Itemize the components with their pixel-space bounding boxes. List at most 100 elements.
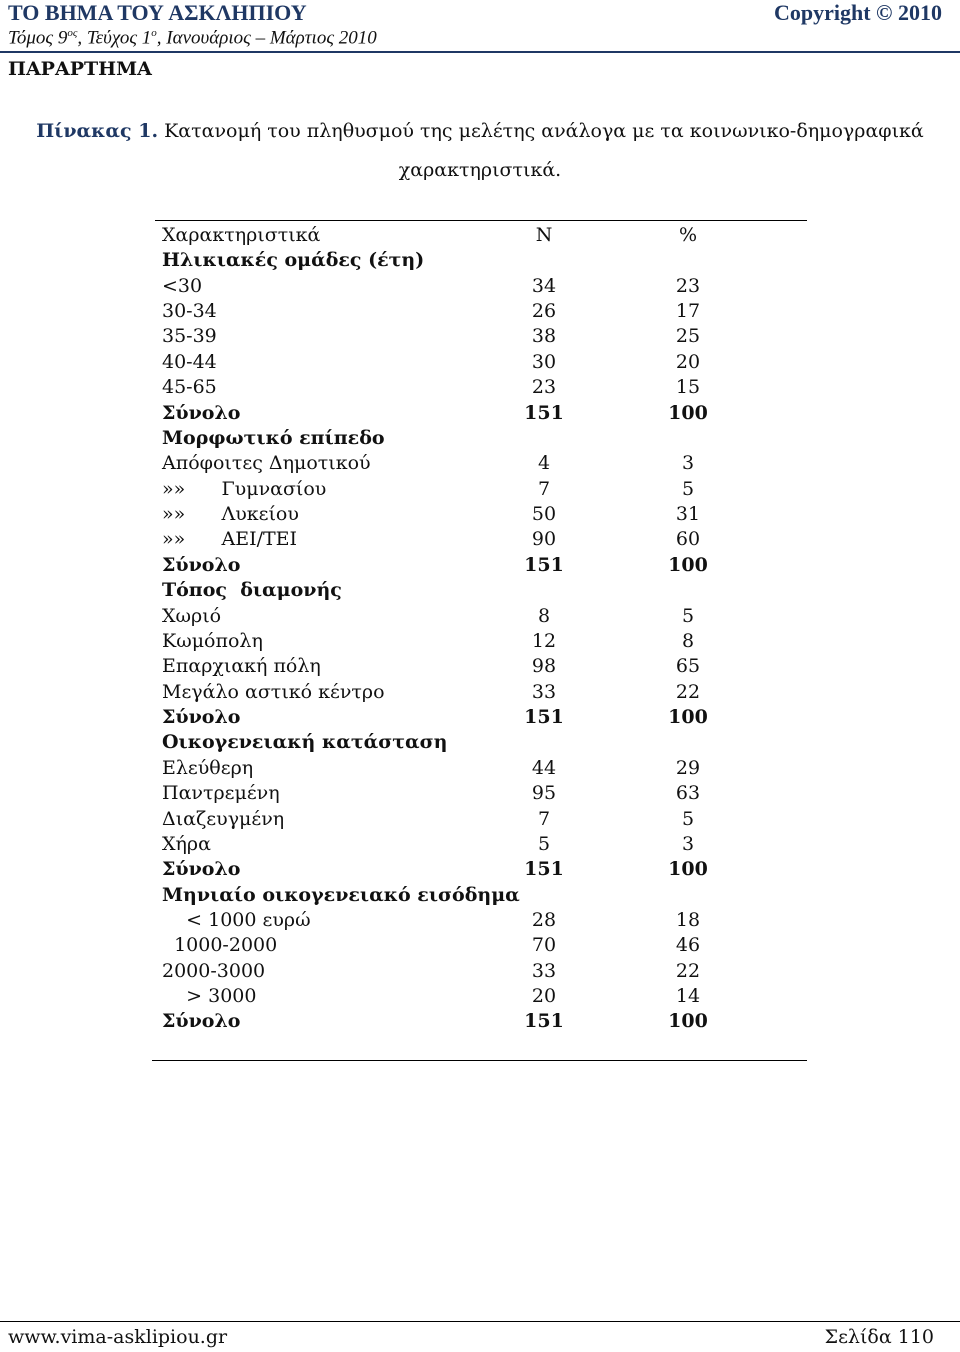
row-label: 1000-2000	[162, 934, 278, 957]
issue-part: , Τεύχος 1	[77, 27, 152, 49]
count: 38	[531, 325, 557, 348]
row-label: Σύνολο	[162, 706, 241, 729]
percent: 18	[675, 908, 701, 931]
percent: 25	[675, 325, 701, 348]
percent: 22	[675, 959, 701, 982]
percent: 29	[675, 756, 701, 779]
footer-page: Σελίδα 110	[824, 1326, 934, 1348]
row-label: Απόφοιτες Δημοτικού	[162, 452, 371, 475]
count: 4	[537, 452, 551, 475]
percent: 3	[681, 452, 695, 475]
issue-part: Τόμος 9	[8, 27, 68, 49]
row-label: Επαρχιακή πόλη	[162, 655, 321, 678]
row-label: Παντρεμένη	[162, 782, 280, 805]
row-label: > 3000	[162, 985, 257, 1008]
row-label: 30-34	[162, 300, 217, 323]
row-label: Σύνολο	[162, 553, 241, 576]
issue-part: , Ιανουάριος – Μάρτιος 2010	[156, 27, 377, 49]
row-label: Διαζευγμένη	[162, 807, 285, 830]
row-label: <30	[162, 274, 203, 297]
count: 50	[531, 503, 557, 526]
row-label: 2000-3000	[162, 959, 266, 982]
count: 151	[524, 553, 564, 576]
percent: 60	[675, 528, 701, 551]
table-rule	[152, 1060, 807, 1061]
group-title: Μορφωτικό επίπεδο	[162, 426, 385, 449]
percent: 100	[668, 401, 708, 424]
count: 8	[537, 604, 551, 627]
group-title: Μηνιαίο οικογενειακό εισόδημα	[162, 883, 520, 906]
group-title: Ηλικιακές ομάδες (έτη)	[162, 249, 425, 272]
count: 33	[531, 680, 557, 703]
percent: 5	[681, 477, 695, 500]
percent: 23	[675, 274, 701, 297]
percent: 22	[675, 680, 701, 703]
table-rule	[155, 220, 807, 221]
count: 151	[524, 858, 564, 881]
row-label: Σύνολο	[162, 401, 241, 424]
percent: 31	[675, 503, 701, 526]
row-label: 35-39	[162, 325, 217, 348]
count: 151	[524, 706, 564, 729]
percent: %	[678, 224, 698, 246]
percent: 5	[681, 604, 695, 627]
count: 28	[531, 908, 557, 931]
percent: 5	[681, 807, 695, 830]
percent: 14	[675, 985, 701, 1008]
count: 7	[537, 807, 551, 830]
count: 26	[531, 300, 557, 323]
row-label: < 1000 ευρώ	[162, 908, 311, 931]
caption-label: Πίνακας 1.	[36, 120, 159, 142]
percent: 63	[675, 782, 701, 805]
row-label: »» Γυμνασίου	[162, 477, 327, 500]
count: 98	[531, 655, 557, 678]
row-label: Χήρα	[162, 832, 211, 855]
count: 20	[531, 985, 557, 1008]
percent: 20	[675, 350, 701, 373]
percent: 8	[681, 629, 695, 652]
percent: 100	[668, 1010, 708, 1033]
percent: 46	[675, 934, 701, 957]
percent: 100	[668, 858, 708, 881]
row-label: Ελεύθερη	[162, 756, 254, 779]
header-rule	[0, 51, 960, 53]
caption-text: χαρακτηριστικά.	[398, 159, 562, 181]
caption: Πίνακας 1. Κατανομή του πληθυσμού της με…	[0, 120, 960, 142]
row-label: »» ΑΕΙ/ΤΕΙ	[162, 528, 298, 551]
row-label: 45-65	[162, 376, 217, 399]
footer-rule	[0, 1321, 960, 1322]
percent: 100	[668, 553, 708, 576]
count: 23	[531, 376, 557, 399]
journal-title: ΤΟ ΒΗΜΑ ΤΟΥ ΑΣΚΛΗΠΙΟΥ	[8, 0, 307, 25]
count: 7	[537, 477, 551, 500]
count: 30	[531, 350, 557, 373]
count: 34	[531, 274, 557, 297]
issue-sup: ο	[151, 27, 157, 39]
group-title: Οικογενειακή κατάσταση	[162, 731, 448, 754]
count: Ν	[535, 224, 553, 246]
copyright: Copyright © 2010	[774, 0, 942, 25]
row-label: Σύνολο	[162, 1010, 241, 1033]
percent: 100	[668, 706, 708, 729]
count: 33	[531, 959, 557, 982]
count: 151	[524, 401, 564, 424]
row-label: Κωμόπολη	[162, 629, 263, 652]
percent: 15	[675, 376, 701, 399]
section-title: ΠΑΡΑΡΤΗΜΑ	[8, 58, 152, 80]
count: 95	[531, 782, 557, 805]
count: 5	[537, 832, 551, 855]
count: 12	[531, 629, 557, 652]
count: 44	[531, 756, 557, 779]
row-label: Χαρακτηριστικά	[162, 224, 321, 246]
row-label: »» Λυκείου	[162, 503, 299, 526]
caption-text: Κατανομή του πληθυσμού της μελέτης ανάλο…	[164, 120, 924, 142]
issue: Τόμος 9ος, Τεύχος 1ο, Ιανουάριος – Μάρτι…	[8, 27, 377, 49]
percent: 3	[681, 832, 695, 855]
row-label: 40-44	[162, 350, 217, 373]
row-label: Χωριό	[162, 604, 222, 627]
count: 90	[531, 528, 557, 551]
count: 151	[524, 1010, 564, 1033]
count: 70	[531, 934, 557, 957]
